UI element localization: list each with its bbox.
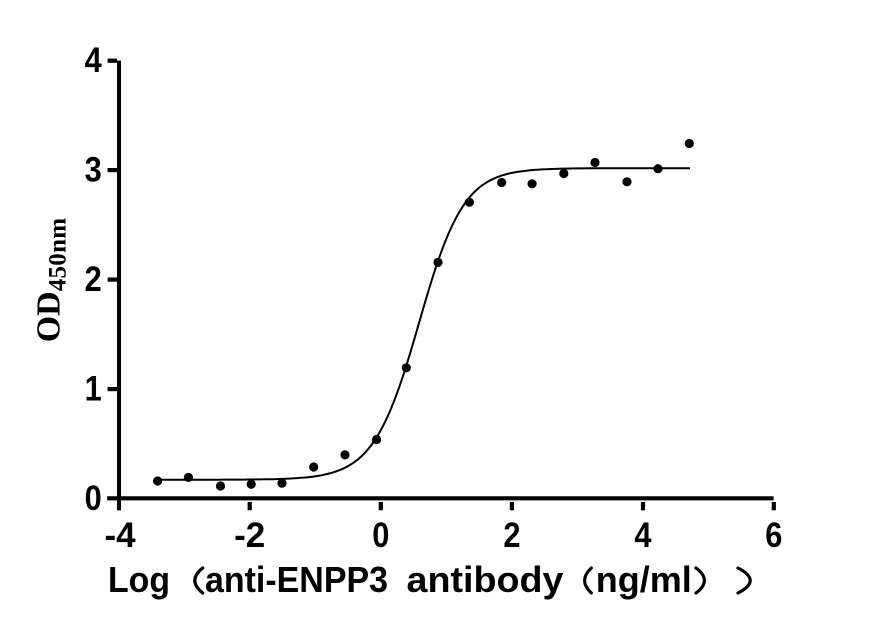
- svg-text:1: 1: [85, 369, 102, 408]
- svg-text:anti-ENPP3: anti-ENPP3: [205, 559, 388, 600]
- svg-text:4: 4: [634, 515, 652, 554]
- svg-text:0: 0: [372, 515, 389, 554]
- svg-text:antibody: antibody: [407, 559, 564, 600]
- svg-text:3: 3: [85, 150, 102, 189]
- svg-text:ng/ml: ng/ml: [596, 559, 692, 600]
- svg-text:Log: Log: [108, 559, 170, 600]
- svg-text:-2: -2: [234, 516, 265, 555]
- svg-text:-4: -4: [104, 516, 136, 555]
- svg-text:6: 6: [765, 515, 782, 554]
- svg-text:2: 2: [503, 515, 520, 554]
- svg-text:4: 4: [85, 40, 103, 79]
- svg-text:0: 0: [85, 478, 102, 517]
- svg-text:2: 2: [85, 259, 102, 298]
